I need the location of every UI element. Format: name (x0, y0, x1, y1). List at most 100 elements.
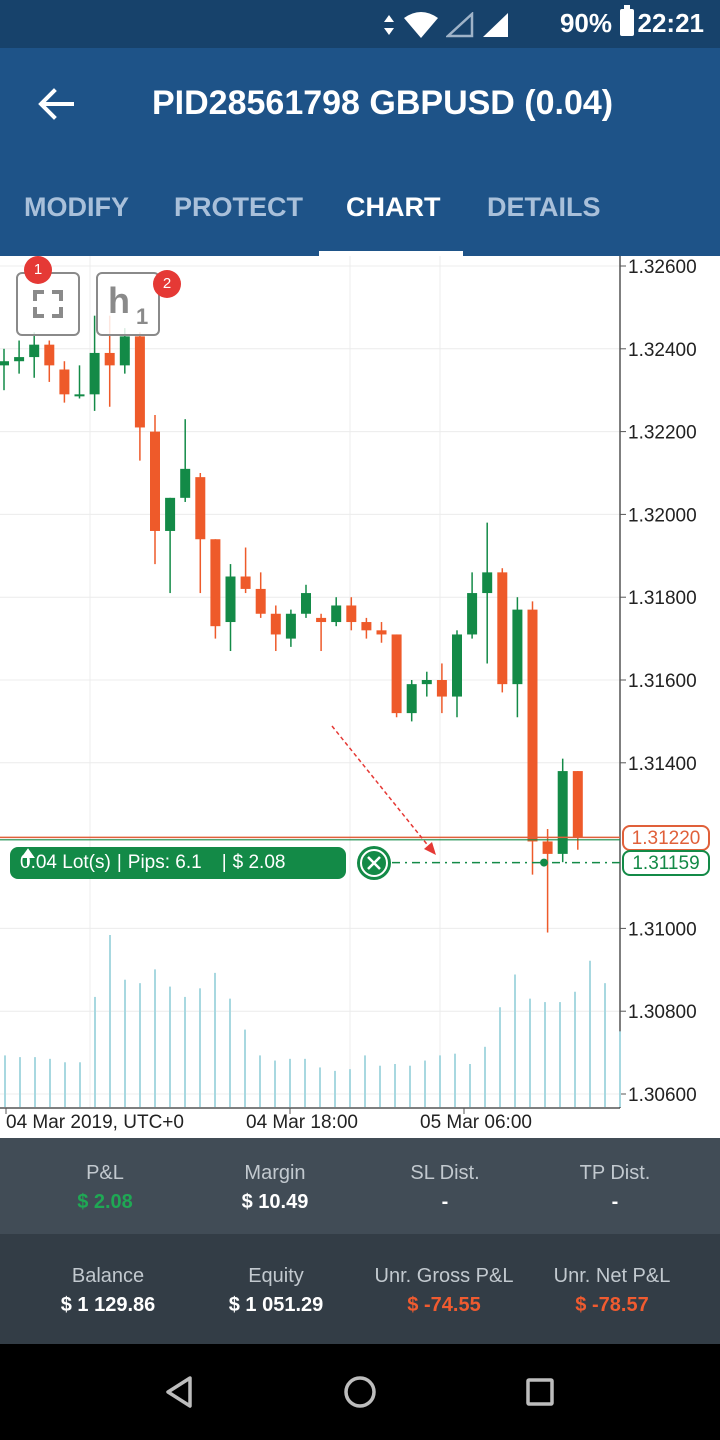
gross-pnl-label: Unr. Gross P&L (374, 1265, 514, 1287)
candle-up (452, 634, 462, 697)
candle-down (436, 680, 447, 697)
margin-cell: Margin $ 10.49 (185, 1162, 365, 1214)
back-button[interactable] (28, 76, 84, 132)
candle-down (361, 622, 372, 631)
gross-pnl-value: $ -74.55 (407, 1294, 481, 1316)
candle-up (482, 572, 493, 594)
equity-label: Equity (248, 1265, 304, 1287)
fullscreen-icon (33, 290, 63, 318)
pnl-value: $ 2.08 (77, 1191, 133, 1213)
current-price-tag: 1.31220 (622, 825, 710, 851)
x-tick-label: 05 Mar 06:00 (420, 1112, 532, 1133)
clock: 22:21 (637, 8, 705, 38)
candle-down (150, 431, 160, 531)
status-bar: 90% 22:21 (0, 0, 720, 48)
candle-up (165, 497, 176, 531)
candle-up (29, 344, 40, 358)
position-pill[interactable]: 0.04 Lot(s) | Pips: 6.1 | $ 2.08 (10, 847, 346, 879)
balance-cell: Balance $ 1 129.86 (18, 1265, 198, 1317)
close-position-button[interactable] (357, 846, 391, 880)
candle-up (119, 336, 130, 366)
entry-price-tag: 1.31159 (622, 850, 710, 876)
nav-home-icon[interactable] (336, 1368, 384, 1416)
chart-canvas[interactable]: 1.32600 1.32400 1.32200 1.32000 1.31800 1.316… (0, 256, 720, 1138)
candle-down (59, 369, 70, 395)
equity-cell: Equity $ 1 051.29 (186, 1265, 366, 1317)
y-tick-label: 1.30800 (628, 1002, 697, 1023)
candle-down (572, 771, 583, 838)
pnl-cell: P&L $ 2.08 (15, 1162, 195, 1214)
status-icons (382, 12, 510, 38)
position-stats-panel: P&L $ 2.08 Margin $ 10.49 SL Dist. - TP … (0, 1138, 720, 1234)
system-nav-bar (0, 1344, 720, 1440)
candle-up (180, 468, 191, 498)
y-tick-label: 1.32000 (628, 505, 697, 526)
y-tick-label: 1.32400 (628, 340, 697, 361)
candle-down (316, 617, 327, 623)
timeframe-button[interactable]: h 1 (96, 272, 160, 336)
candle-up (0, 361, 9, 366)
wifi-icon (404, 12, 438, 38)
candle-down (255, 588, 266, 614)
account-stats-panel: Balance $ 1 129.86 Equity $ 1 051.29 Unr… (0, 1234, 720, 1344)
y-tick-label: 1.31400 (628, 754, 697, 775)
timeframe-number: 1 (136, 304, 149, 329)
data-transfer-icon (384, 15, 394, 35)
pill-separator: | (116, 852, 122, 873)
y-tick-label: 1.31000 (628, 919, 697, 940)
net-pnl-label: Unr. Net P&L (553, 1265, 671, 1287)
candle-down (346, 605, 357, 623)
candle-down (195, 477, 206, 540)
candle-up (301, 593, 311, 614)
arrow-up-icon (21, 848, 35, 865)
balance-value: $ 1 129.86 (60, 1294, 156, 1316)
nav-back-icon[interactable] (156, 1368, 204, 1416)
tab-details[interactable]: DETAILS (487, 192, 601, 222)
candle-down (240, 576, 251, 589)
candle-down (527, 609, 538, 842)
balance-label: Balance (71, 1265, 145, 1287)
nav-recents-icon[interactable] (516, 1368, 564, 1416)
candle-down (497, 572, 508, 685)
gross-pnl-cell: Unr. Gross P&L $ -74.55 (354, 1265, 534, 1317)
candle-up (14, 357, 25, 362)
pill-separator: | (221, 852, 227, 873)
candle-up (74, 394, 85, 397)
candle-up (467, 593, 478, 635)
x-tick-label: 04 Mar 2019, UTC+0 (6, 1112, 184, 1133)
tp-dist-cell: TP Dist. - (525, 1162, 705, 1214)
y-tick-label: 1.32600 (628, 257, 697, 278)
candle-down (542, 841, 553, 854)
close-icon (360, 849, 388, 877)
candle-up (421, 680, 432, 685)
battery-icon (620, 5, 634, 36)
candle-down (210, 539, 221, 627)
entry-marker (540, 858, 548, 867)
y-tick-label: 1.31600 (628, 671, 697, 692)
tab-protect[interactable]: PROTECT (174, 192, 304, 222)
battery-percent: 90% (559, 8, 612, 38)
net-pnl-cell: Unr. Net P&L $ -78.57 (522, 1265, 702, 1317)
y-tick-label: 1.30600 (628, 1085, 697, 1106)
equity-value: $ 1 051.29 (228, 1294, 324, 1316)
tab-modify[interactable]: MODIFY (24, 192, 129, 222)
page-title: PID28561798 GBPUSD (0.04) (152, 84, 614, 122)
price-chart[interactable]: 1.32600 1.32400 1.32200 1.32000 1.31800 1.316… (0, 256, 720, 1138)
signal-empty-icon (446, 12, 474, 38)
tp-dist-label: TP Dist. (579, 1162, 651, 1184)
candle-up (406, 684, 417, 714)
sl-dist-cell: SL Dist. - (355, 1162, 535, 1214)
net-pnl-value: $ -78.57 (575, 1294, 649, 1316)
candle-down (270, 613, 281, 635)
fullscreen-badge: 1 (24, 256, 52, 284)
active-tab-indicator (319, 251, 463, 256)
margin-label: Margin (244, 1162, 306, 1184)
y-tick-label: 1.32200 (628, 423, 697, 444)
candle-up (557, 771, 568, 854)
fullscreen-button[interactable] (16, 272, 80, 336)
tab-chart[interactable]: CHART (346, 192, 441, 222)
candle-up (225, 576, 236, 623)
position-pips: Pips: 6.1 (127, 852, 202, 873)
trend-arrow-line (331, 725, 431, 849)
sl-dist-label: SL Dist. (410, 1162, 480, 1184)
